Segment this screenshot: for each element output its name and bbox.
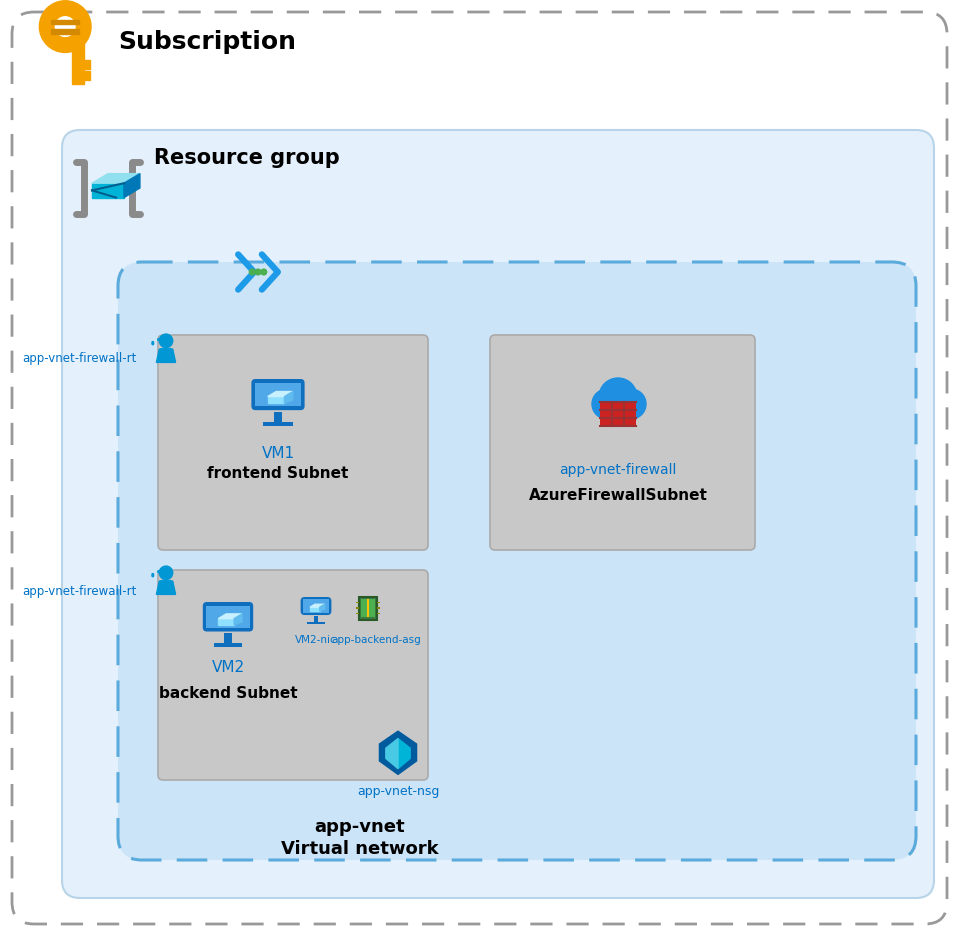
Bar	[255, 383, 301, 406]
Circle shape	[591, 389, 622, 419]
Text: app-vnet-firewall-rt: app-vnet-firewall-rt	[22, 585, 136, 598]
Polygon shape	[267, 397, 284, 403]
FancyBboxPatch shape	[158, 335, 428, 550]
Bar	[360, 599, 375, 618]
Polygon shape	[234, 614, 242, 625]
Bar	[78, 60, 89, 69]
Bar	[377, 602, 380, 603]
Bar	[78, 70, 89, 80]
Polygon shape	[284, 392, 292, 403]
Polygon shape	[379, 731, 416, 775]
Circle shape	[599, 378, 636, 416]
Polygon shape	[309, 607, 319, 611]
Text: Virtual network: Virtual network	[281, 840, 438, 858]
Polygon shape	[309, 604, 324, 607]
Text: app-backend-asg: app-backend-asg	[331, 635, 420, 645]
Bar	[377, 607, 380, 609]
Text: VM1: VM1	[261, 446, 294, 461]
Polygon shape	[218, 614, 242, 619]
Bar	[356, 602, 358, 603]
FancyBboxPatch shape	[251, 379, 305, 410]
Bar	[366, 599, 369, 618]
Polygon shape	[218, 619, 234, 625]
Bar	[595, 403, 640, 414]
FancyBboxPatch shape	[203, 602, 253, 632]
FancyBboxPatch shape	[158, 570, 428, 780]
Circle shape	[615, 389, 646, 419]
Polygon shape	[385, 739, 398, 769]
Text: Subscription: Subscription	[118, 30, 296, 54]
FancyBboxPatch shape	[62, 130, 933, 898]
Bar	[356, 607, 358, 609]
Circle shape	[249, 269, 255, 274]
Bar	[377, 613, 380, 615]
Polygon shape	[267, 392, 292, 397]
Text: backend Subnet: backend Subnet	[159, 686, 297, 701]
Bar	[600, 402, 635, 426]
Polygon shape	[319, 604, 324, 611]
Bar	[356, 613, 358, 615]
Polygon shape	[92, 174, 139, 183]
Text: app-vnet-nsg: app-vnet-nsg	[357, 785, 439, 798]
Bar	[207, 605, 249, 628]
Polygon shape	[92, 183, 124, 197]
FancyBboxPatch shape	[12, 12, 946, 924]
Bar	[51, 20, 80, 24]
Text: app-vnet-firewall-rt: app-vnet-firewall-rt	[22, 352, 136, 365]
Text: VM2: VM2	[211, 660, 244, 675]
Text: Resource group: Resource group	[154, 148, 339, 168]
Circle shape	[612, 402, 636, 426]
Circle shape	[260, 269, 266, 274]
Polygon shape	[124, 174, 139, 197]
Circle shape	[160, 566, 173, 580]
Text: app-vnet-firewall: app-vnet-firewall	[558, 463, 676, 477]
Circle shape	[160, 334, 173, 348]
Bar	[274, 412, 282, 422]
Bar	[262, 422, 293, 426]
Text: AzureFirewallSubnet: AzureFirewallSubnet	[528, 488, 706, 503]
Circle shape	[255, 269, 260, 274]
Bar	[224, 633, 232, 643]
Bar	[213, 643, 242, 647]
FancyBboxPatch shape	[489, 335, 754, 550]
Polygon shape	[398, 739, 409, 769]
Polygon shape	[157, 580, 176, 594]
Circle shape	[600, 402, 624, 426]
Circle shape	[56, 17, 75, 37]
Bar	[51, 29, 80, 34]
Bar	[307, 622, 325, 624]
Bar	[303, 599, 329, 613]
Bar	[72, 30, 84, 85]
Text: app-vnet: app-vnet	[314, 818, 405, 836]
Bar	[358, 597, 377, 619]
FancyBboxPatch shape	[300, 597, 331, 615]
Text: frontend Subnet: frontend Subnet	[208, 466, 348, 481]
Polygon shape	[157, 348, 176, 363]
Bar	[313, 616, 318, 622]
Circle shape	[39, 1, 91, 53]
FancyBboxPatch shape	[118, 262, 915, 860]
Text: VM2-nic: VM2-nic	[295, 635, 336, 645]
